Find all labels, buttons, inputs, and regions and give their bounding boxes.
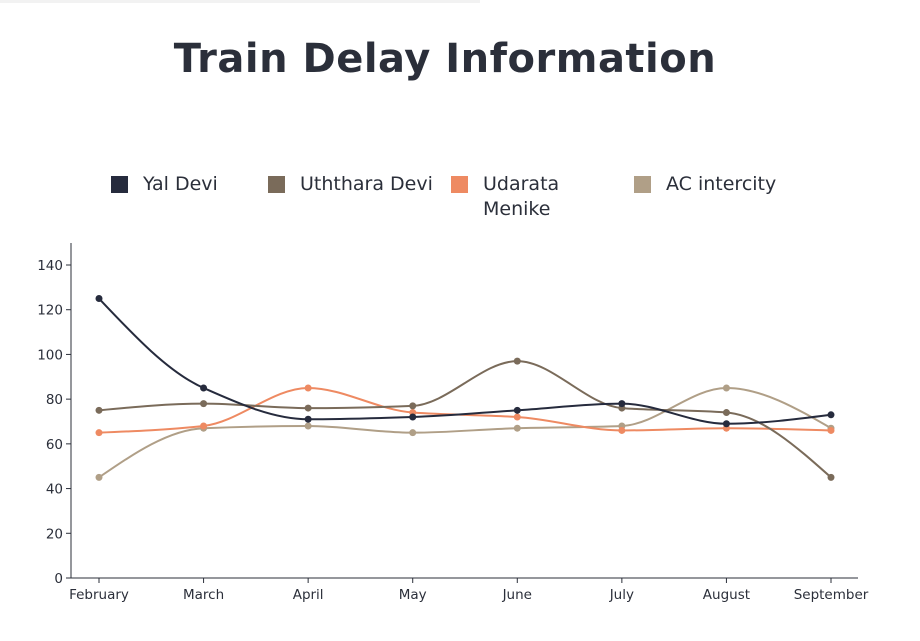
legend-label-yal-devi: Yal Devi [143,173,218,195]
series-line-udarata-menike [98,386,832,434]
chart-title: Train Delay Information [173,36,717,82]
point-yal-devi-february[interactable] [95,295,103,303]
y-tick-label: 120 [37,303,63,319]
point-udarata-menike-april[interactable] [304,384,312,392]
point-udarata-menike-june[interactable] [513,413,521,421]
x-tick-label-june: June [502,587,532,603]
point-uththara-devi-august[interactable] [722,409,730,417]
series-uththara-devi [95,357,835,481]
y-tick-label: 60 [46,437,63,453]
point-uththara-devi-june[interactable] [513,357,521,365]
point-yal-devi-august[interactable] [722,420,730,428]
point-uththara-devi-april[interactable] [304,404,312,412]
legend-swatch-uththara-devi [268,176,285,193]
point-ac-intercity-april[interactable] [304,422,312,430]
point-udarata-menike-february[interactable] [95,429,103,437]
legend-label-ac-intercity: AC intercity [666,173,777,195]
series-layer [95,295,835,481]
point-ac-intercity-august[interactable] [722,384,730,392]
point-udarata-menike-july[interactable] [618,426,626,434]
legend-label-udarata-menike: Udarata Menike [483,173,560,220]
point-yal-devi-june[interactable] [513,406,521,414]
legend-item-yal-devi[interactable]: Yal Devi [111,172,218,197]
point-ac-intercity-june[interactable] [513,424,521,432]
point-uththara-devi-september[interactable] [827,473,835,481]
legend-item-udarata-menike[interactable]: Udarata Menike [451,172,583,222]
x-tick-label-september: September [794,587,869,603]
y-tick-label: 140 [37,258,63,274]
series-ac-intercity [95,384,835,481]
point-uththara-devi-march[interactable] [200,400,208,408]
x-tick-label-july: July [609,587,634,603]
legend-label-uththara-devi: Uththara Devi [300,173,433,195]
point-yal-devi-april[interactable] [304,415,312,423]
series-line-uththara-devi [98,360,832,479]
point-ac-intercity-february[interactable] [95,473,103,481]
point-yal-devi-may[interactable] [409,413,417,421]
legend-swatch-yal-devi [111,176,128,193]
x-tick-label-may: May [399,587,427,603]
legend-swatch-ac-intercity [634,176,651,193]
legend-item-ac-intercity[interactable]: AC intercity [634,172,776,197]
y-tick-label: 20 [46,526,63,542]
point-udarata-menike-march[interactable] [200,422,208,430]
point-yal-devi-september[interactable] [827,411,835,419]
point-yal-devi-march[interactable] [200,384,208,392]
x-tick-label-march: March [183,587,224,603]
top-divider [0,0,480,3]
point-uththara-devi-may[interactable] [409,402,417,410]
legend-item-uththara-devi[interactable]: Uththara Devi [268,172,433,197]
legend-swatch-udarata-menike [451,176,468,193]
series-line-ac-intercity [98,386,832,479]
point-udarata-menike-september[interactable] [827,426,835,434]
point-ac-intercity-may[interactable] [409,429,417,437]
x-tick-label-august: August [703,587,750,603]
point-yal-devi-july[interactable] [618,400,626,408]
series-yal-devi [95,295,835,428]
y-tick-label: 40 [46,482,63,498]
series-line-yal-devi [98,297,832,425]
point-uththara-devi-february[interactable] [95,406,103,414]
chart-axes: 0 20 40 60 80 100 120 140 February March April May J… [37,243,869,603]
x-tick-label-february: February [69,587,129,603]
x-tick-label-april: April [293,587,324,603]
chart-legend: Yal Devi Uththara Devi Udarata Menike AC… [0,0,920,240]
y-tick-label: 0 [54,571,63,587]
y-tick-label: 80 [46,392,63,408]
y-tick-label: 100 [37,347,63,363]
